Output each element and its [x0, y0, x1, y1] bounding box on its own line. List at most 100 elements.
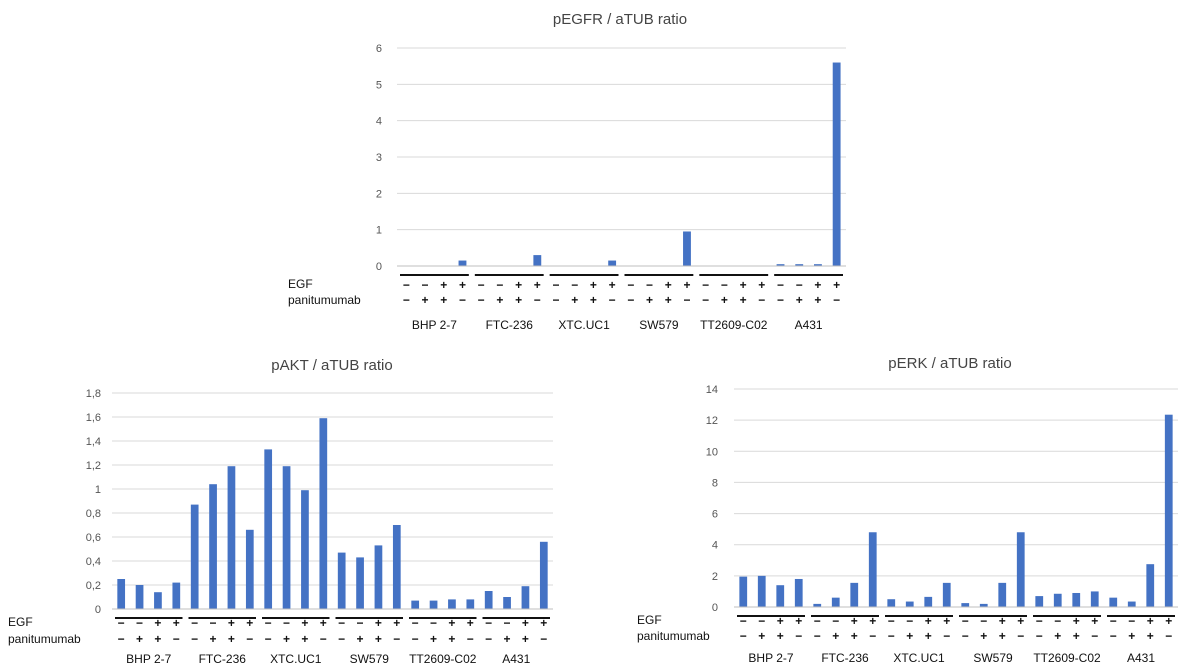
panitumumab-sign: −	[412, 632, 419, 646]
egf-sign: +	[375, 616, 382, 630]
bar	[484, 591, 493, 609]
bar	[795, 264, 804, 266]
egf-sign: −	[980, 614, 987, 628]
y-tick-label: 0,2	[86, 580, 101, 592]
y-tick-label: 0,6	[86, 532, 101, 544]
panitumumab-sign: −	[814, 629, 821, 643]
bar	[448, 599, 456, 609]
panitumumab-sign: +	[210, 632, 217, 646]
panitumumab-sign: +	[906, 629, 913, 643]
category-label: SW579	[350, 652, 390, 666]
egf-sign: −	[430, 616, 437, 630]
panitumumab-sign: −	[683, 293, 690, 307]
bar	[850, 582, 859, 607]
bar	[521, 586, 530, 609]
egf-sign: +	[1073, 614, 1080, 628]
y-tick-label: 1	[376, 225, 382, 237]
y-tick-label: 14	[706, 384, 718, 396]
panitumumab-sign: −	[1017, 629, 1024, 643]
category-label: TT2609-C02	[409, 652, 477, 666]
chart-title: pAKT / aTUB ratio	[271, 357, 392, 374]
bar	[190, 504, 199, 609]
egf-sign: −	[478, 278, 485, 292]
panitumumab-row-label: panitumumab	[288, 293, 361, 307]
panitumumab-sign: −	[459, 293, 466, 307]
egf-sign: +	[833, 278, 840, 292]
bar	[503, 597, 511, 609]
panitumumab-sign: +	[522, 632, 529, 646]
egf-sign: −	[118, 616, 125, 630]
category-label: FTC-236	[821, 651, 869, 665]
bar	[776, 585, 785, 607]
egf-sign: +	[540, 616, 547, 630]
egf-sign: +	[609, 278, 616, 292]
category-label: SW579	[639, 318, 679, 332]
bar	[739, 576, 748, 607]
panitumumab-sign: −	[338, 632, 345, 646]
y-tick-label: 4	[712, 540, 718, 552]
category-label: SW579	[973, 651, 1013, 665]
category-label: BHP 2-7	[412, 318, 457, 332]
category-label: A431	[795, 318, 823, 332]
panitumumab-sign: +	[1128, 629, 1135, 643]
panitumumab-sign: −	[191, 632, 198, 646]
egf-sign: +	[246, 616, 253, 630]
panitumumab-sign: +	[283, 632, 290, 646]
bar	[979, 603, 988, 607]
egf-sign: −	[888, 614, 895, 628]
bar	[608, 260, 617, 266]
panitumumab-sign: −	[467, 632, 474, 646]
egf-sign: +	[590, 278, 597, 292]
egf-sign: +	[534, 278, 541, 292]
egf-sign: +	[665, 278, 672, 292]
egf-sign: −	[553, 278, 560, 292]
category-label: FTC-236	[486, 318, 534, 332]
bar	[264, 449, 273, 609]
panitumumab-sign: −	[943, 629, 950, 643]
egf-sign: +	[758, 278, 765, 292]
bar	[392, 525, 401, 609]
chart-title: pERK / aTUB ratio	[888, 355, 1011, 372]
egf-sign: +	[943, 614, 950, 628]
egf-sign: +	[814, 278, 821, 292]
panitumumab-sign: −	[485, 632, 492, 646]
egf-sign: −	[357, 616, 364, 630]
egf-sign: −	[283, 616, 290, 630]
bar	[1164, 414, 1173, 607]
egf-sign: −	[496, 278, 503, 292]
egf-sign: −	[796, 278, 803, 292]
panitumumab-sign: −	[627, 293, 634, 307]
egf-sign: −	[906, 614, 913, 628]
panitumumab-sign: +	[430, 632, 437, 646]
panitumumab-sign: −	[795, 629, 802, 643]
egf-sign: −	[504, 616, 511, 630]
egf-sign: −	[702, 278, 709, 292]
egf-sign: −	[210, 616, 217, 630]
bar	[172, 582, 181, 609]
bar	[117, 579, 126, 609]
panitumumab-sign: +	[999, 629, 1006, 643]
y-tick-label: 8	[712, 477, 718, 489]
y-tick-label: 4	[376, 116, 382, 128]
panitumumab-sign: −	[534, 293, 541, 307]
panitumumab-sign: +	[496, 293, 503, 307]
category-label: XTC.UC1	[558, 318, 610, 332]
panitumumab-sign: −	[740, 629, 747, 643]
panitumumab-sign: +	[758, 629, 765, 643]
panitumumab-row-label: panitumumab	[8, 632, 81, 646]
bar	[533, 255, 542, 266]
panitumumab-sign: −	[869, 629, 876, 643]
panitumumab-sign: +	[422, 293, 429, 307]
bar	[813, 603, 822, 607]
bar	[458, 260, 467, 266]
bar	[539, 541, 548, 609]
y-tick-label: 6	[712, 509, 718, 521]
bar	[319, 418, 328, 609]
bar	[868, 532, 877, 607]
egf-sign: −	[777, 278, 784, 292]
y-tick-label: 0	[376, 261, 382, 273]
panitumumab-sign: −	[758, 293, 765, 307]
panitumumab-sign: −	[609, 293, 616, 307]
egf-sign: +	[1091, 614, 1098, 628]
